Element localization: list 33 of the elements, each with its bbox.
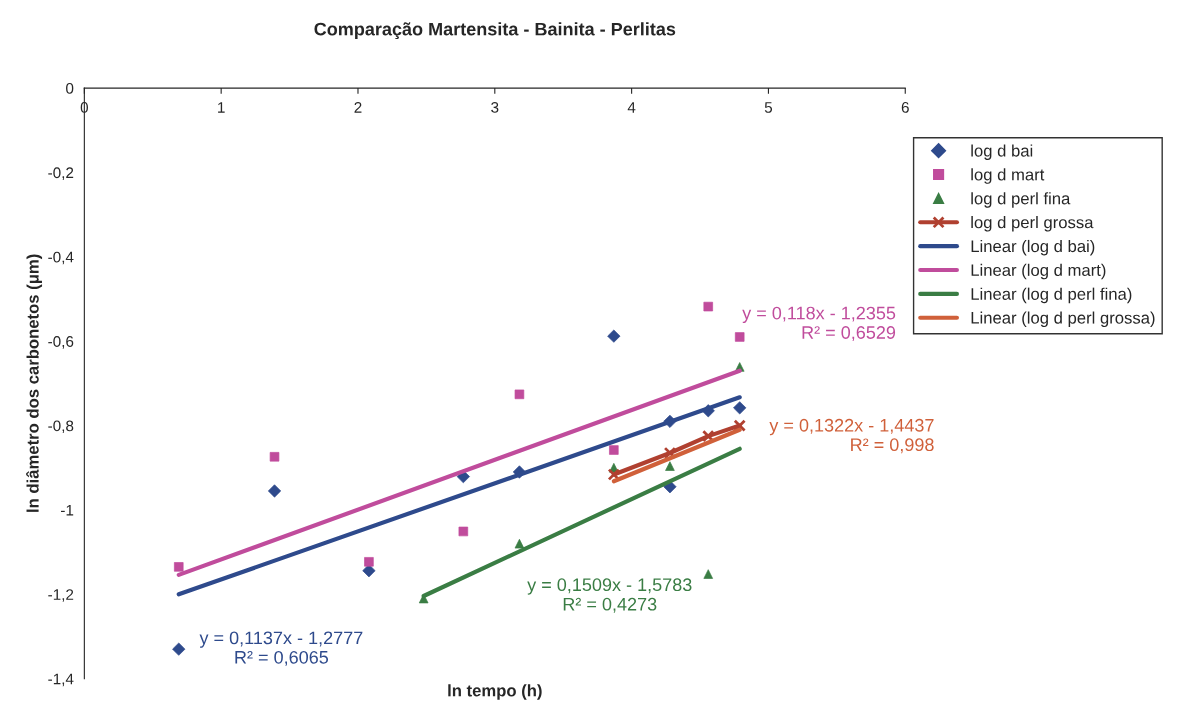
y-tick-label: -1	[61, 504, 74, 516]
point	[663, 446, 677, 460]
legend-label: log d mart	[971, 168, 1045, 184]
y-tick-label: 0	[66, 82, 74, 94]
point	[733, 419, 746, 432]
y-tick-label: -0,8	[48, 420, 74, 434]
x-axis-title: ln tempo (h)	[448, 684, 542, 700]
legend-label: log d perl grossa	[971, 216, 1094, 232]
x-tick-label: 1	[218, 102, 225, 113]
y-tick-label: -1,2	[48, 589, 74, 602]
x-tick-label: 3	[491, 102, 499, 113]
annotation: y = 0,118x - 1,2355 R² = 0,6529	[742, 306, 896, 342]
legend-label: log d perl fina	[971, 192, 1071, 208]
y-axis-title: ln diâmetro dos carbonetos (μm)	[26, 254, 43, 512]
y-tick-label: -0,4	[48, 251, 74, 265]
annotation: y = 0,1137x - 1,2777 R² = 0,6065	[199, 631, 363, 666]
y-tick-label: -1,4	[48, 673, 74, 687]
x-tick-label: 5	[764, 102, 773, 113]
legend-label: log d bai	[971, 144, 1033, 160]
legend-label: Linear (log d perl grossa)	[971, 311, 1155, 328]
legend-label: Linear (log d perl fina)	[971, 287, 1132, 304]
x-tick-label: 2	[354, 102, 362, 113]
point	[701, 429, 715, 443]
annotation: y = 0,1509x - 1,5783 R² = 0,4273	[527, 578, 692, 613]
y-tick-label: -0,2	[48, 167, 74, 180]
legend-label: Linear (log d bai)	[971, 239, 1095, 256]
annotation: y = 0,1322x - 1,4437 R² = 0,998	[769, 418, 934, 454]
point	[607, 468, 621, 481]
x-tick-label: 6	[901, 102, 909, 113]
y-tick-label: -0,6	[48, 336, 74, 349]
chart-title: Comparação Martensita - Bainita - Perlitas	[314, 22, 676, 40]
legend-label: Linear (log d mart)	[971, 263, 1106, 280]
x-tick-label: 4	[627, 102, 636, 113]
